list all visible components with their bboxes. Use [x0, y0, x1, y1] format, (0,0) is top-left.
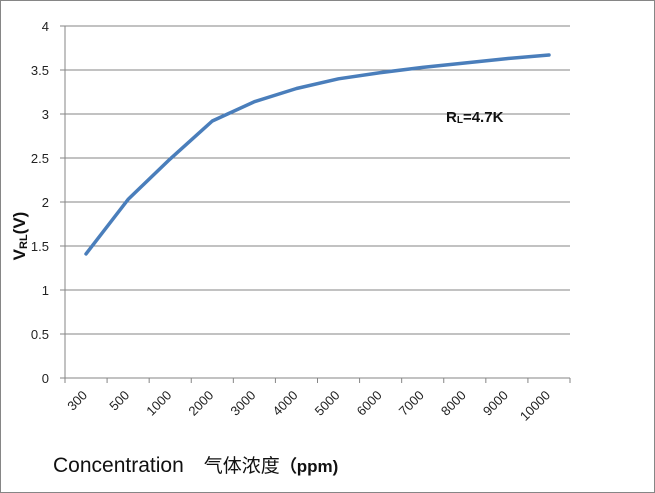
series-line-0	[84, 53, 551, 256]
y-tick-labels: 0 0.5 1 1.5 2 2.5 3 3.5 4	[31, 19, 49, 386]
x-tick-label: 300	[64, 388, 90, 414]
x-tick-label: 5000	[312, 388, 343, 419]
x-axis-label-en: Concentration	[53, 454, 184, 477]
x-axis-label: Concentration 气体浓度（ppm)	[53, 451, 338, 478]
y-tick-label: 2	[42, 195, 49, 210]
y-tick-label: 3	[42, 107, 49, 122]
y-tick-label: 0	[42, 371, 49, 386]
x-tick-label: 500	[106, 388, 132, 414]
y-axis-label: VRL(V)	[10, 212, 30, 261]
x-tick-label: 1000	[143, 388, 174, 419]
grid-lines	[65, 25, 570, 335]
series	[84, 53, 551, 256]
x-tick-label: 4000	[270, 388, 301, 419]
y-tick-label: 1.5	[31, 239, 49, 254]
y-tick-label: 4	[42, 19, 49, 34]
y-tick-label: 1	[42, 283, 49, 298]
x-axis-label-unit: （ppm)	[279, 457, 339, 476]
y-tick-label: 0.5	[31, 327, 49, 342]
x-axis-label-zh: 气体浓度	[203, 455, 280, 477]
load-resistance-annotation: RL=4.7K	[446, 109, 504, 126]
y-tick-label: 3.5	[31, 63, 49, 78]
axes	[60, 25, 571, 383]
y-tick-label: 2.5	[31, 151, 49, 166]
x-tick-label: 3000	[227, 388, 258, 419]
x-tick-label: 9000	[480, 388, 511, 419]
x-tick-label: 8000	[438, 388, 469, 419]
x-tick-label: 6000	[354, 388, 385, 419]
x-tick-label: 7000	[396, 388, 427, 419]
x-tick-label: 2000	[185, 388, 216, 419]
x-tick-labels: 300 500 1000 2000 3000 4000 5000 6000 7000 8000 90…	[64, 388, 553, 424]
x-tick-label: 10000	[517, 388, 553, 424]
